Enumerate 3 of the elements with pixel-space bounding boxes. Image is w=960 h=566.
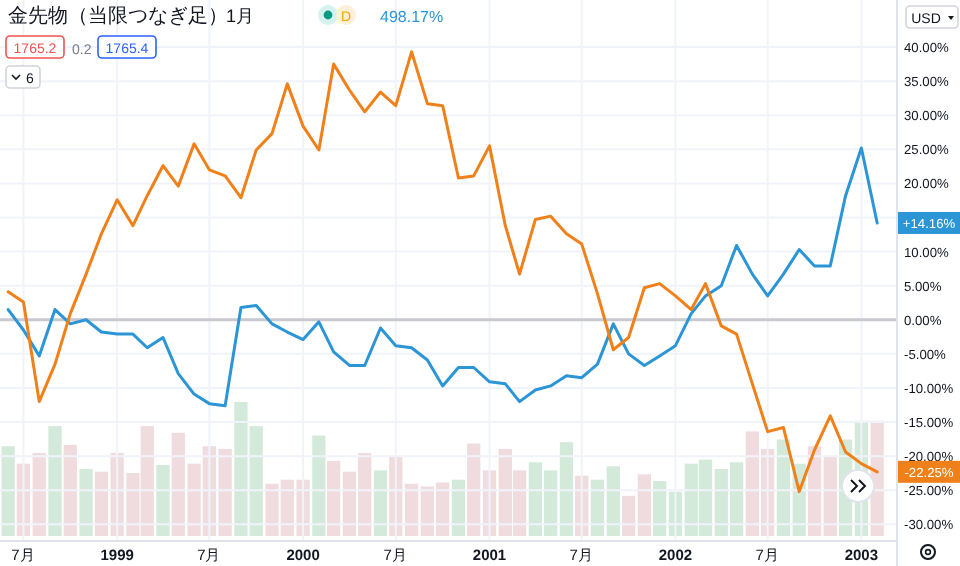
- chart-subtitle: 1月: [226, 6, 255, 26]
- annotation: 498.17%: [380, 8, 444, 26]
- chart-title: 金先物（当限つなぎ足）: [8, 4, 228, 28]
